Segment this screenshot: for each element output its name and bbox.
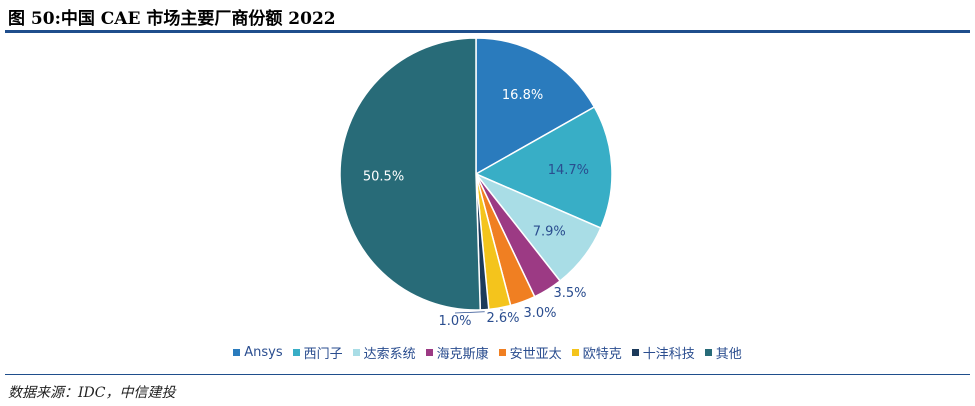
data-label-7: 50.5% <box>363 169 404 184</box>
title-rule <box>5 30 970 33</box>
legend-label: 海克斯康 <box>436 347 489 362</box>
legend-item: 达索系统 <box>352 343 416 362</box>
data-label-5: 2.6% <box>486 311 519 326</box>
pie-slice-0 <box>475 37 596 176</box>
data-label-0: 16.8% <box>502 88 543 103</box>
data-label-4: 3.0% <box>523 306 556 321</box>
legend-item: 西门子 <box>292 343 343 362</box>
legend-swatch <box>233 349 241 356</box>
legend-label: 西门子 <box>303 347 343 362</box>
data-label-1: 14.7% <box>548 163 589 178</box>
legend-label: 欧特克 <box>582 347 622 362</box>
pie-slice-7 <box>339 37 482 311</box>
legend-item: 安世亚太 <box>498 343 562 362</box>
legend-swatch <box>631 349 639 356</box>
data-label-6: 1.0% <box>438 314 471 329</box>
legend-item: 欧特克 <box>571 343 622 362</box>
legend-swatch <box>352 349 360 356</box>
leader-line-6 <box>454 311 485 314</box>
legend-item: 其他 <box>704 343 742 362</box>
legend-label: 十沣科技 <box>642 347 695 362</box>
legend-label: 达索系统 <box>363 347 416 362</box>
legend-swatch <box>292 349 300 356</box>
legend-swatch <box>498 349 506 356</box>
legend-label: 其他 <box>715 347 742 362</box>
legend-swatch <box>704 349 712 356</box>
legend-label: 安世亚太 <box>509 347 562 362</box>
data-label-3: 3.5% <box>553 286 586 301</box>
pie-slice-1 <box>474 105 613 229</box>
figure-title: 图 50:中国 CAE 市场主要厂商份额 2022 <box>8 9 336 29</box>
bottom-rule <box>5 374 970 375</box>
legend: Ansys 西门子 达索系统 海克斯康 安世亚太 欧特克 十沣科技 其他 <box>0 343 975 362</box>
source-note: 数据来源：IDC，中信建投 <box>8 385 176 401</box>
legend-item: 海克斯康 <box>425 343 489 362</box>
legend-swatch <box>425 349 433 356</box>
data-label-2: 7.9% <box>533 224 566 239</box>
legend-label: Ansys <box>244 345 283 360</box>
legend-swatch <box>571 349 579 356</box>
legend-item: 十沣科技 <box>631 343 695 362</box>
legend-item: Ansys <box>233 343 283 362</box>
